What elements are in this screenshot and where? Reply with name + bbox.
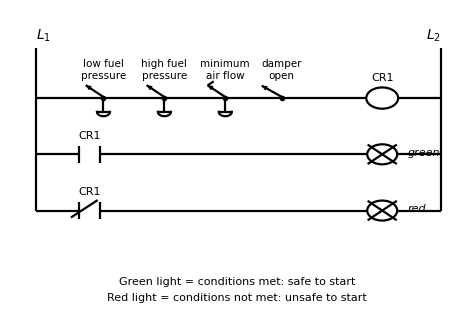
Text: CR1: CR1 [371,73,393,83]
Text: red: red [408,204,427,214]
Text: low fuel
pressure: low fuel pressure [81,59,126,81]
Text: Green light = conditions met: safe to start: Green light = conditions met: safe to st… [119,277,355,287]
Text: green: green [408,148,440,158]
Text: CR1: CR1 [78,187,100,197]
Text: damper
open: damper open [261,59,302,81]
Text: high fuel
pressure: high fuel pressure [141,59,187,81]
Text: $L_1$: $L_1$ [36,28,51,44]
Text: minimum
air flow: minimum air flow [201,59,250,81]
Text: $L_2$: $L_2$ [426,28,441,44]
Text: Red light = conditions not met: unsafe to start: Red light = conditions not met: unsafe t… [107,293,367,303]
Text: CR1: CR1 [78,131,100,141]
